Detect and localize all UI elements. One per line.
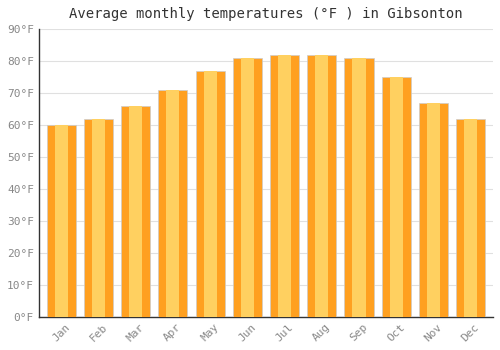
Bar — [46, 125, 76, 317]
Bar — [427, 103, 440, 317]
Bar — [464, 119, 477, 317]
Bar — [241, 58, 254, 317]
Bar — [315, 55, 328, 317]
Bar — [352, 58, 366, 317]
Bar — [278, 55, 291, 317]
Bar — [390, 77, 403, 317]
Title: Average monthly temperatures (°F ) in Gibsonton: Average monthly temperatures (°F ) in Gi… — [69, 7, 462, 21]
Bar — [204, 71, 216, 317]
Bar — [196, 71, 224, 317]
Bar — [382, 77, 411, 317]
Bar — [54, 125, 68, 317]
Bar — [158, 90, 188, 317]
Bar — [308, 55, 336, 317]
Bar — [129, 106, 142, 317]
Bar — [92, 119, 105, 317]
Bar — [121, 106, 150, 317]
Bar — [456, 119, 485, 317]
Bar — [270, 55, 299, 317]
Bar — [84, 119, 113, 317]
Bar — [419, 103, 448, 317]
Bar — [233, 58, 262, 317]
Bar — [166, 90, 179, 317]
Bar — [344, 58, 374, 317]
